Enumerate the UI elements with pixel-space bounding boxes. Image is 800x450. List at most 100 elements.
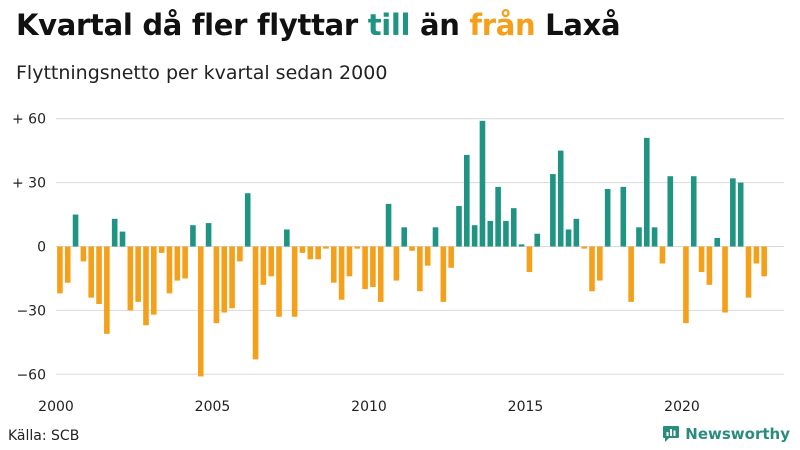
bar-negative [346,246,353,277]
bar-positive [534,233,541,247]
bar-negative [753,246,760,264]
bar-negative [440,246,447,302]
bar-positive [205,223,212,247]
bar-negative [151,246,157,315]
bar-positive [573,218,580,247]
bar-negative [299,246,306,253]
bar-positive [730,178,736,247]
bar-negative [64,246,71,283]
title-part-1: Kvartal då fler flyttar [16,8,368,42]
bar-positive [620,186,627,247]
bar-positive [284,229,290,247]
bar-positive [565,229,572,247]
bar-positive [471,225,478,247]
bar-positive [518,244,525,247]
bar-negative [448,246,454,268]
title-part-2: än [410,8,470,42]
x-tick-label: 2005 [195,399,231,415]
page-title: Kvartal då fler flyttar till än från Lax… [16,8,621,42]
bar-positive [737,182,744,247]
bar-positive [510,208,517,247]
bar-positive [651,227,658,247]
bar-negative [291,246,298,317]
bar-negative [706,246,713,285]
bar-positive [487,220,494,247]
bar-positive [550,174,556,247]
bar-negative [393,246,400,281]
y-tick-label: −60 [16,367,46,383]
bar-positive [479,120,486,247]
bar-negative [628,246,634,302]
bar-negative [589,246,595,292]
bar-negative [354,246,361,249]
bar-negative [88,246,95,298]
bar-negative [683,246,689,324]
title-till: till [367,8,411,42]
title-part-3: Laxå [535,8,621,42]
bar-negative [127,246,134,311]
bar-negative [174,246,181,281]
x-tick-label: 2010 [351,399,387,415]
bar-positive [503,220,509,247]
brand-name: Newsworthy [685,425,790,443]
x-tick-label: 2015 [508,399,544,415]
bar-negative [229,246,235,309]
bar-negative [323,246,329,249]
y-tick-label: + 60 [12,112,46,128]
bar-positive [456,206,462,247]
bar-negative [409,246,415,251]
source-note: Källa: SCB [8,428,80,444]
bar-positive [119,231,126,247]
bar-negative [182,246,188,279]
bar-negative [698,246,705,273]
bar-negative [330,246,337,283]
bar-positive [667,176,674,247]
bar-positive [636,227,642,247]
y-axis-ticks: + 60 + 30 0 −30 −60 [12,112,46,384]
bar-negative [370,246,376,287]
y-tick-label: + 30 [12,176,46,192]
x-tick-label: 2000 [38,399,74,415]
bar-negative [307,246,314,260]
chart-subtitle: Flyttningsnetto per kvartal sedan 2000 [16,62,388,84]
bar-positive [401,227,408,247]
bar-negative [581,246,587,249]
x-axis-ticks: 2000 2005 2010 2015 2020 [38,399,700,415]
bar-negative [745,246,752,298]
bar-negative [659,246,666,264]
bar-positive [190,225,196,247]
bar-negative [143,246,149,326]
bar-positive [464,154,470,247]
bar-negative [166,246,173,294]
bar-negative [597,246,603,281]
bar-positive [432,227,439,247]
bar-series [57,120,767,377]
bar-negative [424,246,431,266]
bar-negative [96,246,102,305]
bar-negative [252,246,259,360]
bar-negative [338,246,345,300]
bar-negative [135,246,141,302]
bar-positive [495,186,501,247]
bar-positive [111,218,118,247]
bar-positive [72,214,79,247]
newsworthy-logo-icon [663,426,680,442]
bar-negative [197,246,204,377]
bar-negative [417,246,423,292]
brand-logo: Newsworthy [662,425,790,443]
bar-negative [276,246,282,317]
bar-negative [237,246,243,262]
bar-negative [377,246,384,302]
bar-negative [260,246,267,285]
bar-negative [268,246,274,277]
bar-positive [604,188,611,247]
bar-negative [213,246,220,324]
title-fran: från [469,8,536,42]
bar-negative [722,246,728,313]
y-tick-label: 0 [37,240,46,256]
bar-negative [761,246,767,277]
bar-positive [557,150,564,247]
bar-positive [714,237,721,247]
bar-negative [315,246,321,260]
